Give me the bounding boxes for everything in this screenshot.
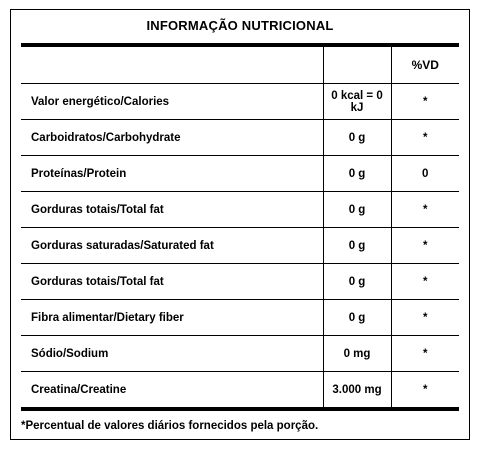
top-thick-rule xyxy=(21,43,459,47)
nutrient-quantity: 0 g xyxy=(322,155,391,192)
nutrient-dv: * xyxy=(390,371,459,411)
nutrient-label: Proteínas/Protein xyxy=(21,155,323,192)
nutrition-facts-panel: INFORMAÇÃO NUTRICIONAL %VD Valor energét… xyxy=(10,9,470,440)
table-row: Fibra alimentar/Dietary fiber 0 g * xyxy=(21,299,459,336)
table-row: Sódio/Sodium 0 mg * xyxy=(21,335,459,372)
nutrient-quantity: 3.000 mg xyxy=(322,371,391,411)
table-row: Carboidratos/Carbohydrate 0 g * xyxy=(21,119,459,156)
table-row: Gorduras saturadas/Saturated fat 0 g * xyxy=(21,227,459,264)
nutrient-quantity: 0 mg xyxy=(322,335,391,372)
table-row: Valor energético/Calories 0 kcal = 0 kJ … xyxy=(21,83,459,120)
nutrient-dv: * xyxy=(390,335,459,372)
nutrient-quantity: 0 g xyxy=(322,263,391,300)
header-row: %VD xyxy=(21,47,459,84)
table-row: Creatina/Creatine 3.000 mg * xyxy=(21,371,459,411)
nutrient-dv: * xyxy=(390,119,459,156)
nutrient-label: Carboidratos/Carbohydrate xyxy=(21,119,323,156)
nutrient-quantity: 0 kcal = 0 kJ xyxy=(322,83,391,120)
nutrient-dv: * xyxy=(390,227,459,264)
header-quantity xyxy=(322,47,391,84)
nutrition-table: %VD Valor energético/Calories 0 kcal = 0… xyxy=(21,43,459,411)
table-row: Gorduras totais/Total fat 0 g * xyxy=(21,263,459,300)
nutrient-label: Gorduras saturadas/Saturated fat xyxy=(21,227,323,264)
nutrient-quantity: 0 g xyxy=(322,299,391,336)
header-nutrient xyxy=(21,47,323,84)
nutrient-label: Valor energético/Calories xyxy=(21,83,323,120)
nutrient-label: Gorduras totais/Total fat xyxy=(21,191,323,228)
nutrient-label: Creatina/Creatine xyxy=(21,371,323,411)
nutrient-dv: * xyxy=(390,299,459,336)
nutrient-quantity: 0 g xyxy=(322,227,391,264)
table-row: Gorduras totais/Total fat 0 g * xyxy=(21,191,459,228)
nutrient-dv: * xyxy=(390,83,459,120)
nutrient-label: Gorduras totais/Total fat xyxy=(21,263,323,300)
nutrient-dv: 0 xyxy=(390,155,459,192)
table-row: Proteínas/Protein 0 g 0 xyxy=(21,155,459,192)
footnote: *Percentual de valores diários fornecido… xyxy=(21,420,319,432)
nutrient-dv: * xyxy=(390,263,459,300)
header-dv: %VD xyxy=(390,47,459,84)
nutrient-quantity: 0 g xyxy=(322,191,391,228)
nutrient-dv: * xyxy=(390,191,459,228)
panel-title: INFORMAÇÃO NUTRICIONAL xyxy=(146,18,334,33)
nutrient-label: Fibra alimentar/Dietary fiber xyxy=(21,299,323,336)
nutrient-label: Sódio/Sodium xyxy=(21,335,323,372)
nutrient-quantity: 0 g xyxy=(322,119,391,156)
nutrition-grid: %VD Valor energético/Calories 0 kcal = 0… xyxy=(21,47,459,411)
